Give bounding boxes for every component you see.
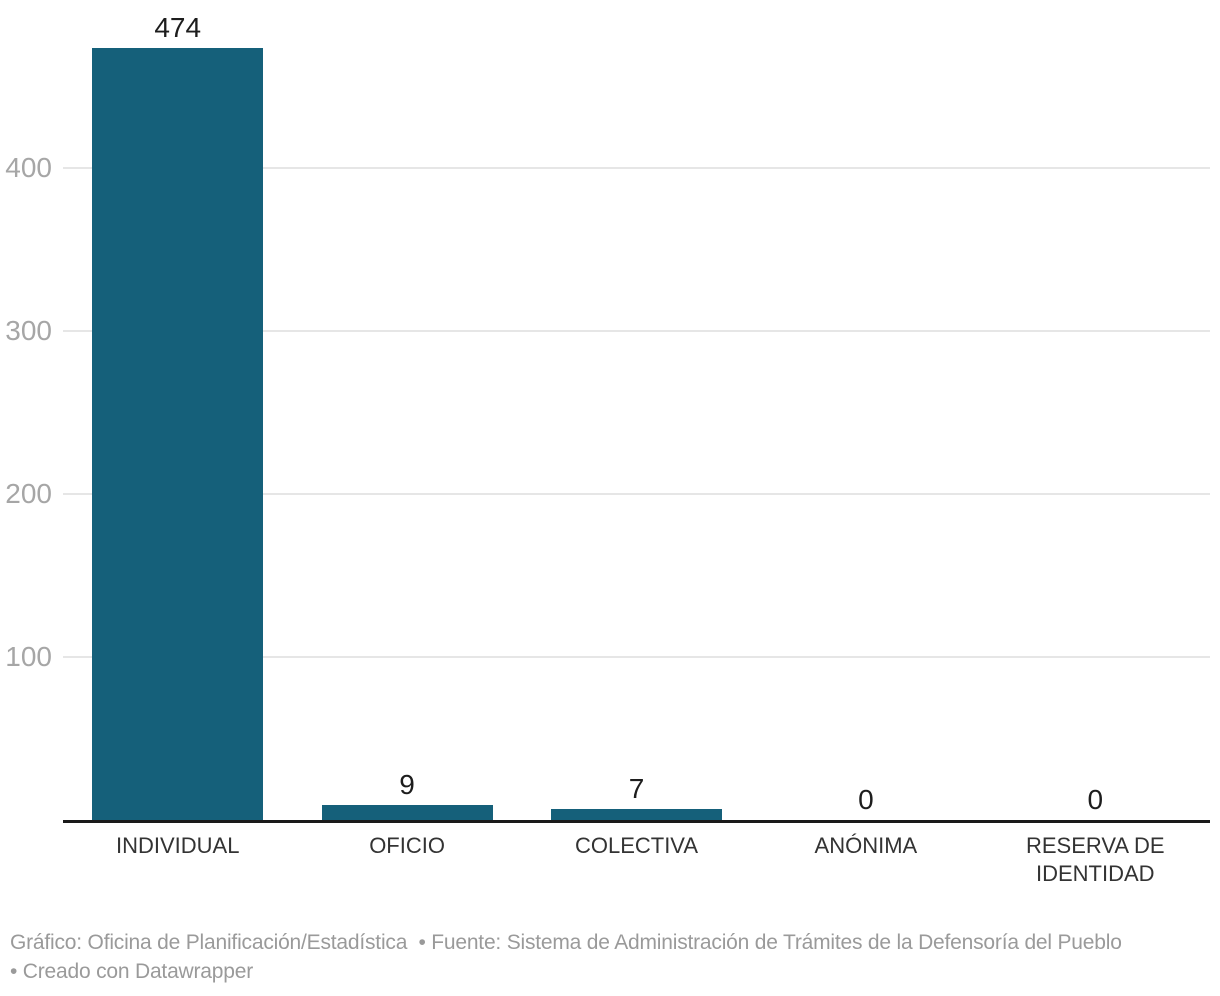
y-axis-tick-label: 200	[5, 478, 52, 510]
category-label-text: INDIVIDUAL	[115, 833, 240, 858]
y-axis-tick-label: 400	[5, 152, 52, 184]
category-label: OFICIO	[292, 832, 521, 860]
footer-attribution-source-line: Gráfico: Oficina de Planificación/Estadí…	[10, 931, 1122, 954]
x-axis-line	[63, 820, 1210, 823]
y-axis-tick-label: 300	[5, 315, 52, 347]
category-label: ANÓNIMA	[751, 832, 980, 860]
gridline	[63, 167, 1210, 170]
gridline	[63, 656, 1210, 659]
bar	[551, 808, 722, 820]
category-label: INDIVIDUAL	[63, 832, 292, 860]
bar-value-label: 474	[154, 11, 202, 43]
chart-footer: Gráfico: Oficina de Planificación/Estadí…	[10, 928, 1215, 986]
bar-value-label: 0	[1087, 784, 1104, 815]
bar-value-label: 0	[858, 784, 874, 815]
category-label-text: OFICIO	[369, 833, 445, 858]
bar-value-label: 7	[628, 772, 645, 804]
footer-created-with-line: • Creado con Datawrapper	[10, 960, 254, 983]
category-label-text: ANÓNIMA	[814, 833, 918, 858]
gridline	[63, 330, 1210, 333]
category-label: RESERVA DE IDENTIDAD	[981, 832, 1210, 888]
category-label-text: COLECTIVA	[574, 833, 699, 858]
bar	[92, 47, 264, 820]
category-label: COLECTIVA	[522, 832, 751, 860]
category-label-text: RESERVA DE IDENTIDAD	[1025, 833, 1165, 886]
y-axis-tick-label: 100	[5, 641, 52, 673]
bar-value-label: 9	[399, 769, 415, 801]
bar	[321, 805, 493, 820]
gridline	[63, 493, 1210, 496]
